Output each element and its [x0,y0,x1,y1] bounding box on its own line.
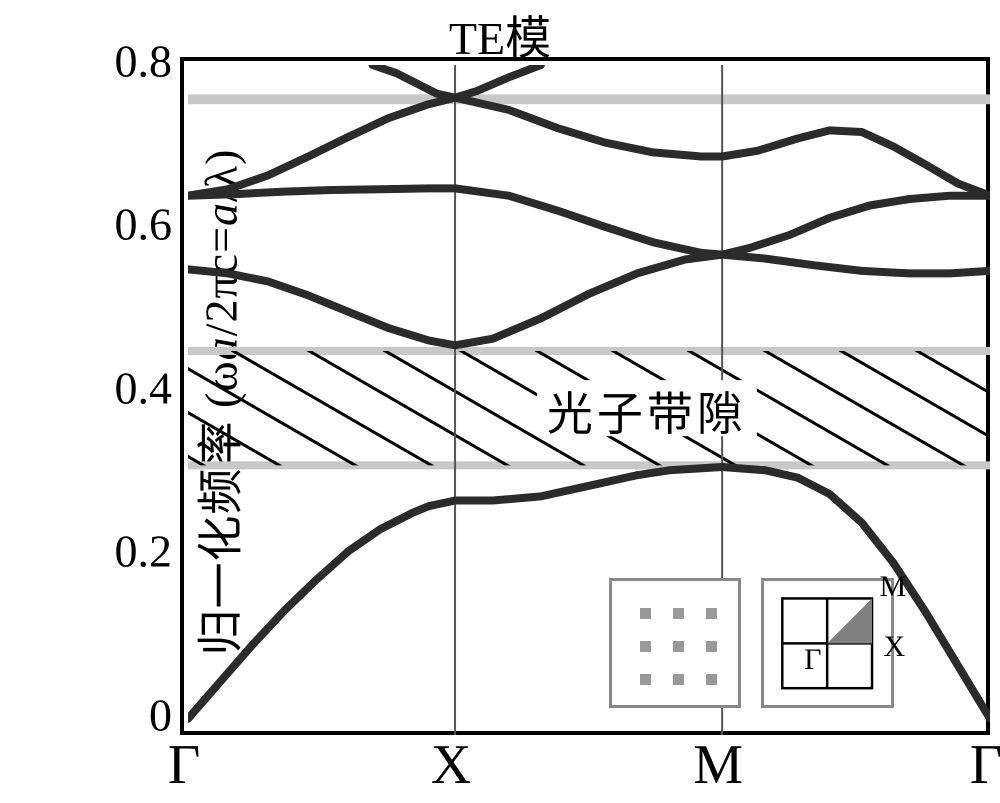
lattice-dot [673,641,684,652]
inset-brillouin-zone: ΓXM [761,578,893,709]
lattice-dot [640,608,651,619]
figure-root: TE模 归一化频率 (ωa/2πc=a/λ) 00.20.40.60.8 光子带… [0,0,1000,803]
plot-area: 光子带隙 ΓXM [180,57,990,735]
lattice-dot [640,674,651,685]
y-tick-label: 0 [72,688,172,741]
lattice-dot [673,674,684,685]
lattice-dot [640,641,651,652]
bandgap-label: 光子带隙 [541,378,753,444]
y-tick-label: 0.4 [72,361,172,414]
bz-label: Γ [804,643,821,677]
lattice-dot [706,674,717,685]
lattice-dot [706,608,717,619]
y-tick-label: 0.6 [72,198,172,251]
bz-svg [764,581,890,706]
inset-lattice [609,578,741,709]
y-tick-label: 0.2 [72,525,172,578]
bz-label: X [884,630,906,664]
lattice-dot [706,641,717,652]
y-tick-label: 0.8 [72,35,172,88]
bz-label: M [880,570,907,604]
lattice-dot [673,608,684,619]
